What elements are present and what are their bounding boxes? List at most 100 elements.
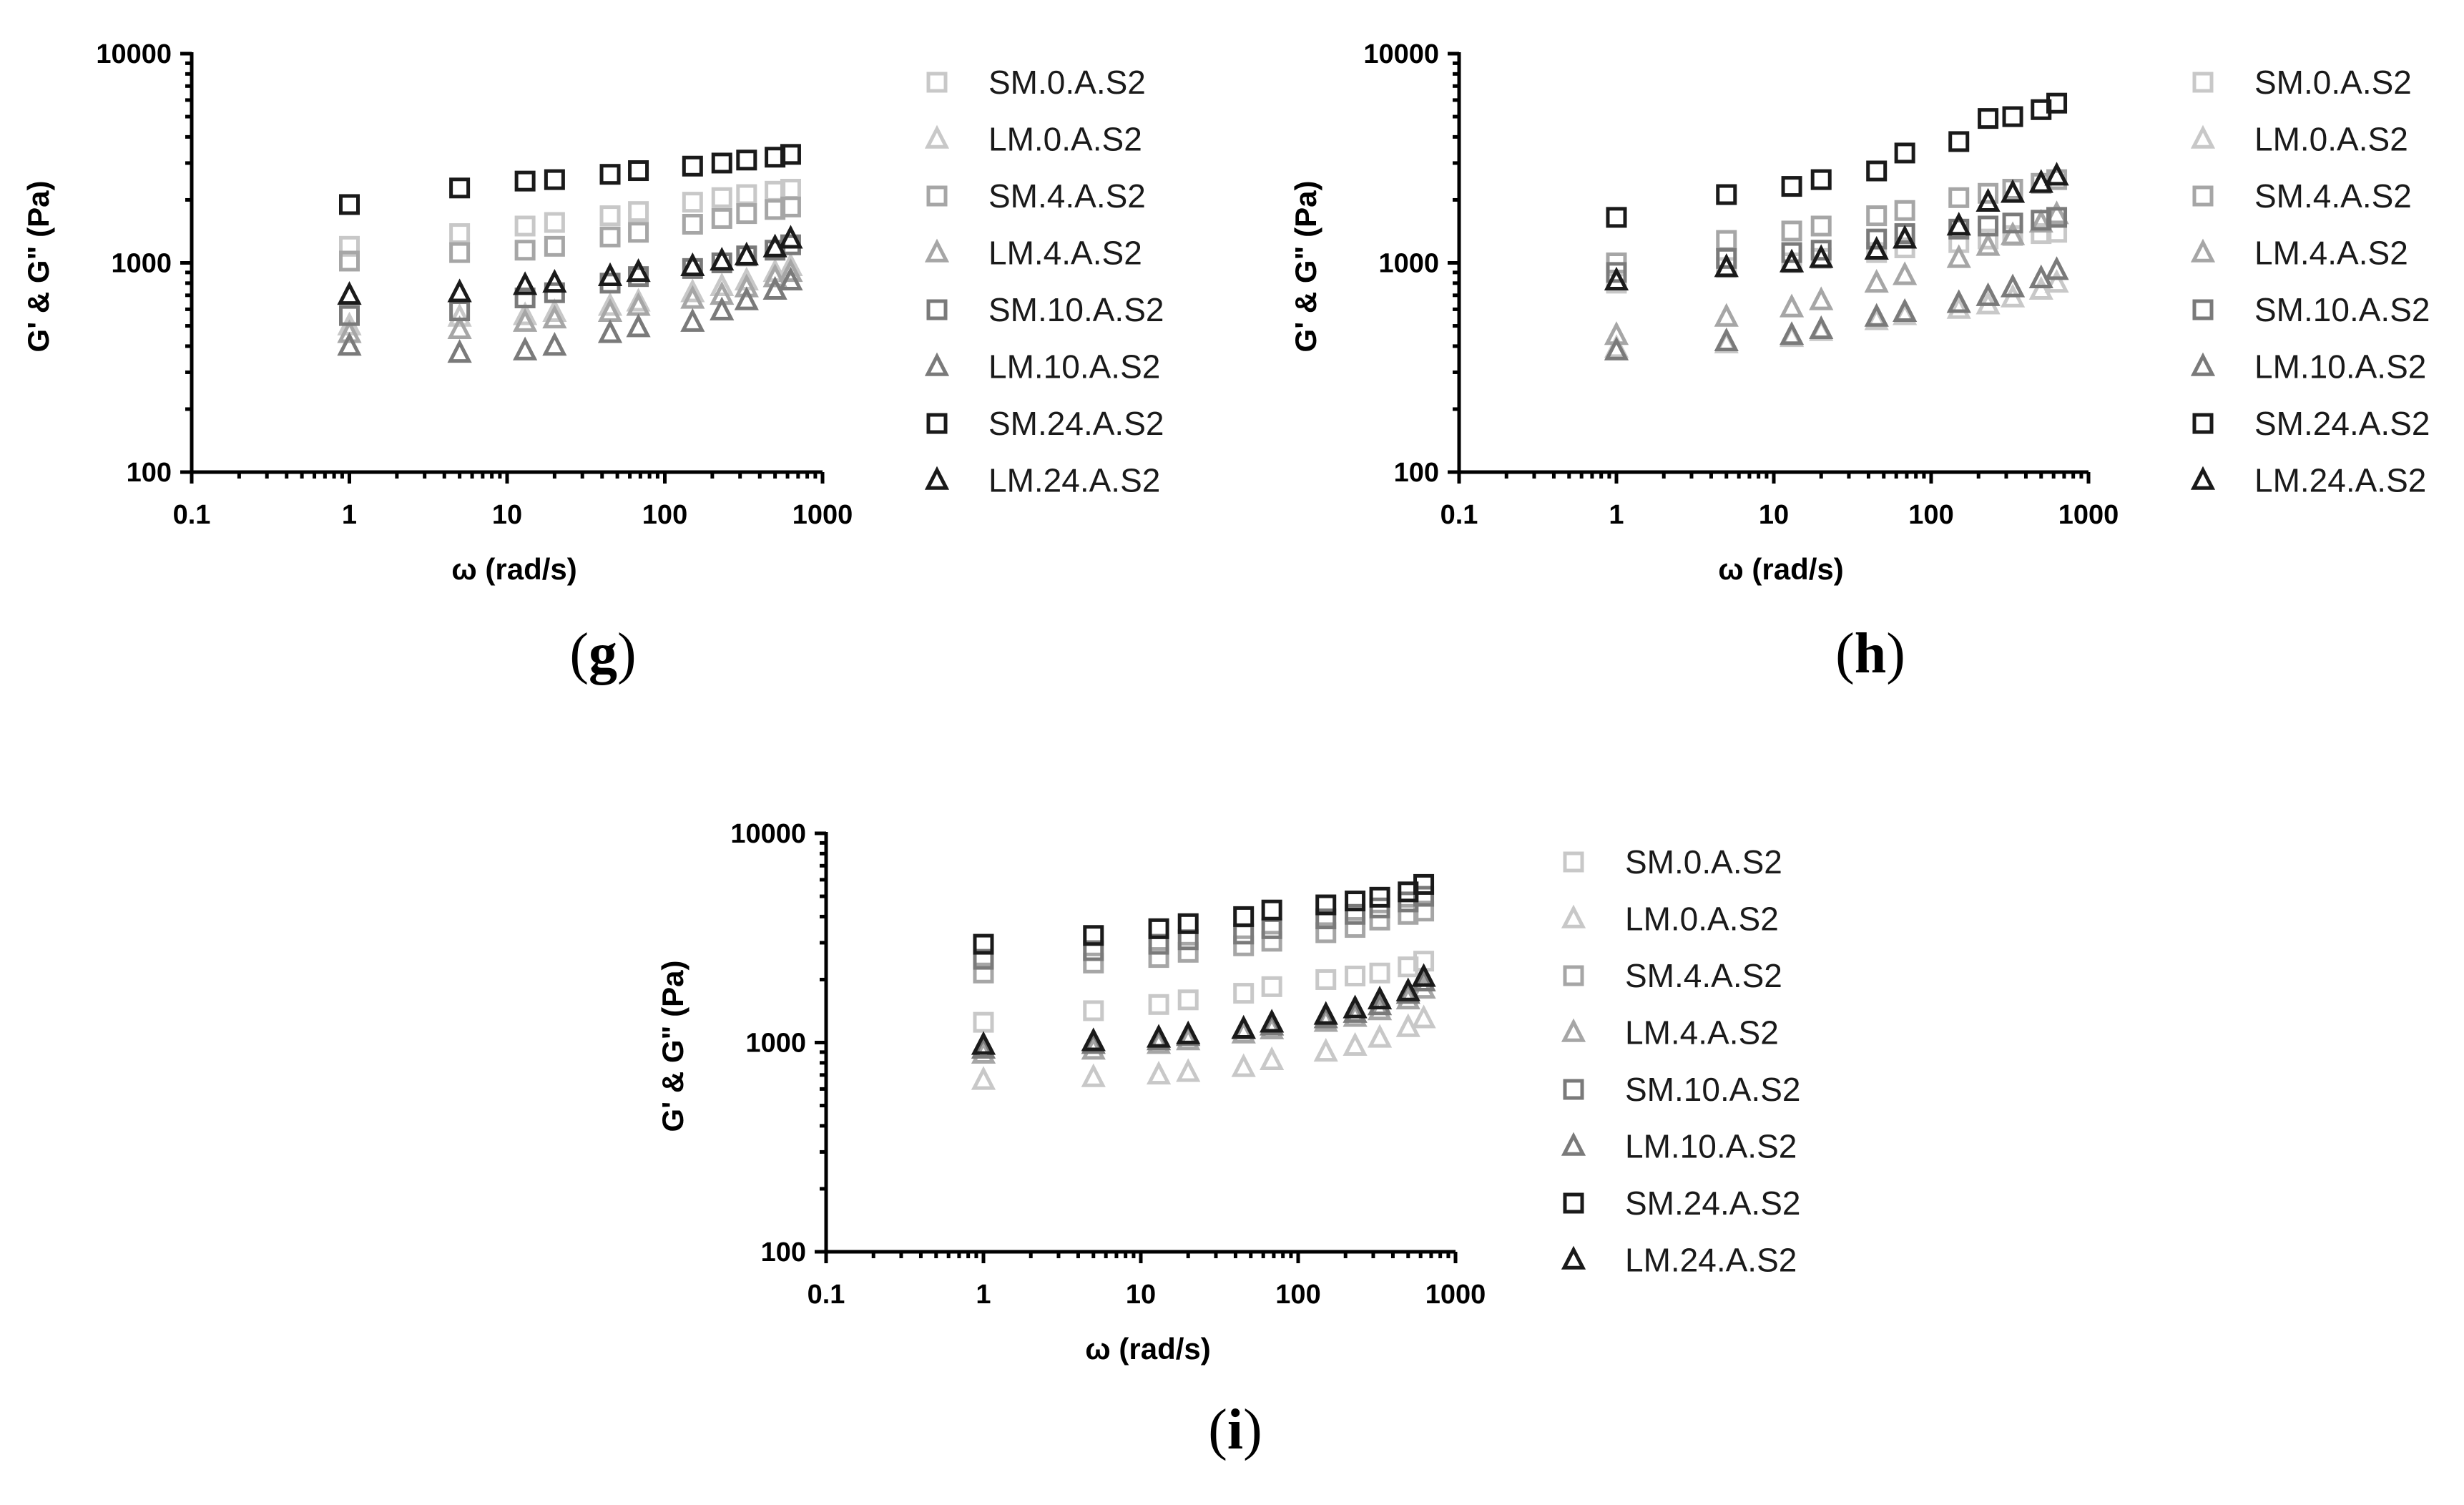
data-point xyxy=(971,1031,996,1055)
panel-label: (g) xyxy=(569,622,636,685)
data-point xyxy=(544,212,565,233)
data-point xyxy=(599,205,621,227)
data-point xyxy=(337,332,362,356)
data-point xyxy=(1866,205,1888,227)
data-point xyxy=(2046,207,2068,228)
legend-marker xyxy=(2190,238,2216,263)
data-point xyxy=(1946,289,1971,313)
legend-label: LM.24.A.S2 xyxy=(2254,462,2426,499)
data-point xyxy=(1177,941,1199,963)
data-point xyxy=(449,223,471,245)
data-point xyxy=(710,247,735,271)
data-point xyxy=(1146,1060,1172,1085)
data-point xyxy=(1894,142,1915,164)
data-point xyxy=(1606,262,1627,283)
legend-marker xyxy=(2192,185,2214,207)
legend-label: LM.4.A.S2 xyxy=(988,235,1142,272)
x-tick-label: 10 xyxy=(1759,500,1789,530)
data-point xyxy=(1779,293,1805,318)
data-point xyxy=(762,263,787,288)
data-point xyxy=(449,242,471,263)
legend-label: SM.4.A.S2 xyxy=(988,177,1146,215)
data-point xyxy=(339,305,360,326)
data-point xyxy=(1866,160,1888,182)
data-point xyxy=(1893,261,1918,285)
x-tick-label: 1 xyxy=(342,500,357,530)
data-point xyxy=(1315,894,1337,916)
legend-marker xyxy=(1563,1192,1584,1214)
legend-marker xyxy=(1563,851,1584,873)
data-point xyxy=(1261,976,1282,997)
legend-marker xyxy=(2192,72,2214,93)
series-LM.4.A.S2 xyxy=(1604,200,2069,345)
legend-label: LM.0.A.S2 xyxy=(2254,121,2408,158)
data-point xyxy=(1148,994,1169,1015)
legend-label: SM.24.A.S2 xyxy=(2254,405,2430,442)
chart-panel-h: 0.1 1 10 100 1000 100 1000 10000 ω (rad/s) G' & G… xyxy=(1289,39,2430,685)
series-LM.10.A.S2 xyxy=(337,266,803,363)
legend-label: LM.10.A.S2 xyxy=(1625,1128,1797,1165)
data-point xyxy=(1367,1024,1393,1048)
data-point xyxy=(1231,1014,1256,1039)
y-tick-label: 10000 xyxy=(96,39,172,69)
series-LM.24.A.S2 xyxy=(971,963,1436,1055)
x-tick-label: 100 xyxy=(1275,1280,1320,1310)
data-point xyxy=(2002,212,2023,234)
panel-label: (i) xyxy=(1208,1398,1262,1461)
data-point xyxy=(1411,963,1436,987)
legend-label: LM.0.A.S2 xyxy=(988,121,1142,158)
data-point xyxy=(544,282,565,303)
data-point xyxy=(682,192,703,213)
series-SM.10.A.S2 xyxy=(339,234,801,326)
series-LM.4.A.S2 xyxy=(337,258,803,343)
data-point xyxy=(680,308,705,332)
data-point xyxy=(710,296,735,320)
series-SM.24.A.S2 xyxy=(973,873,1435,955)
legend-marker xyxy=(2192,413,2214,434)
data-point xyxy=(1978,215,1999,237)
series-SM.24.A.S2 xyxy=(339,144,801,215)
data-point xyxy=(780,144,801,165)
data-point xyxy=(2046,92,2068,114)
data-point xyxy=(1083,940,1104,961)
data-point xyxy=(1716,247,1737,269)
data-point xyxy=(1176,1058,1201,1082)
legend: SM.0.A.S2 LM.0.A.S2 SM.4.A.S2 LM.4.A.S2 SM.1… xyxy=(924,64,1164,499)
data-point xyxy=(1604,266,1629,291)
x-tick-label: 1000 xyxy=(2058,500,2119,530)
data-point xyxy=(1946,244,1971,268)
data-point xyxy=(339,250,360,272)
data-point xyxy=(1714,327,1739,351)
legend-label: SM.4.A.S2 xyxy=(1625,957,1782,994)
data-point xyxy=(1343,999,1368,1023)
legend-label: SM.0.A.S2 xyxy=(2254,64,2412,101)
data-point xyxy=(680,278,705,303)
data-point xyxy=(597,292,623,316)
data-point xyxy=(1810,169,1832,190)
series-SM.4.A.S2 xyxy=(339,196,801,272)
data-point xyxy=(780,196,801,217)
data-point xyxy=(680,252,705,276)
data-point xyxy=(1367,996,1393,1021)
data-point xyxy=(1946,212,1971,236)
data-point xyxy=(1978,108,1999,129)
data-point xyxy=(734,273,759,298)
data-point xyxy=(1369,962,1390,984)
y-tick-label: 10000 xyxy=(1363,39,1439,69)
data-point xyxy=(1716,230,1737,251)
data-point xyxy=(2044,268,2069,293)
series-LM.0.A.S2 xyxy=(971,1004,1436,1090)
data-point xyxy=(1716,184,1737,205)
data-point xyxy=(1606,273,1627,294)
legend-label: SM.10.A.S2 xyxy=(1625,1071,1800,1108)
data-point xyxy=(1779,321,1805,345)
data-point xyxy=(711,152,732,174)
data-point xyxy=(1148,947,1169,969)
data-point xyxy=(1866,242,1888,263)
legend-label: SM.24.A.S2 xyxy=(1625,1185,1800,1222)
data-point xyxy=(1367,991,1393,1016)
data-point xyxy=(1313,1038,1338,1062)
legend: SM.0.A.S2 LM.0.A.S2 SM.4.A.S2 LM.4.A.S2 SM.1… xyxy=(1561,843,1800,1279)
panel-label: (h) xyxy=(1835,622,1905,685)
